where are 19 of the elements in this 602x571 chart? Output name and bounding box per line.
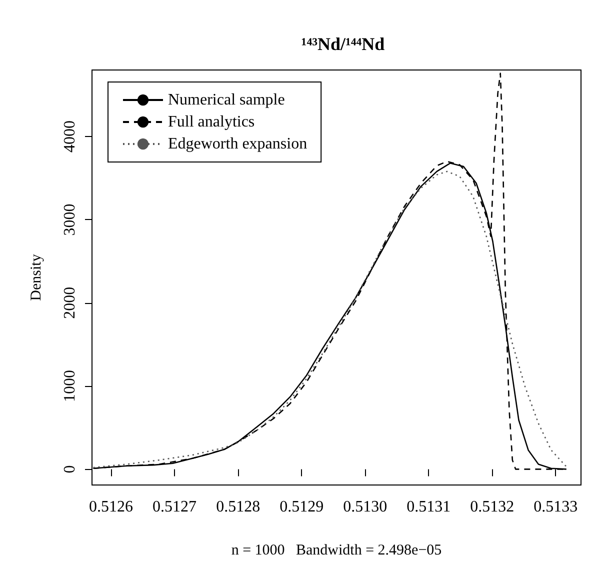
legend-label: Edgeworth expansion	[168, 136, 308, 152]
y-tick-label: 0	[62, 465, 78, 474]
x-tick-label: 0.5130	[343, 498, 388, 516]
legend-label: Full analytics	[168, 114, 255, 130]
y-axis-title: Density	[28, 254, 44, 301]
x-tick-label: 0.5129	[280, 498, 324, 516]
chart-title: ¹⁴³Nd/¹⁴⁴Nd	[301, 34, 385, 54]
x-tick-label: 0.5126	[89, 498, 134, 516]
y-tick-label: 1000	[62, 370, 78, 402]
y-tick-label: 2000	[62, 286, 78, 319]
x-tick-label: 0.5127	[152, 498, 197, 516]
x-axis-title: n = 1000 Bandwidth = 2.498e−05	[231, 542, 442, 558]
x-tick-label: 0.5133	[534, 498, 578, 516]
x-tick-label: 0.5132	[470, 498, 514, 516]
y-tick-label: 3000	[62, 204, 78, 236]
y-tick-label: 4000	[62, 120, 78, 153]
x-tick-label: 0.5131	[406, 498, 451, 516]
legend-label: Numerical sample	[168, 92, 285, 108]
x-tick-label: 0.5128	[216, 498, 260, 516]
